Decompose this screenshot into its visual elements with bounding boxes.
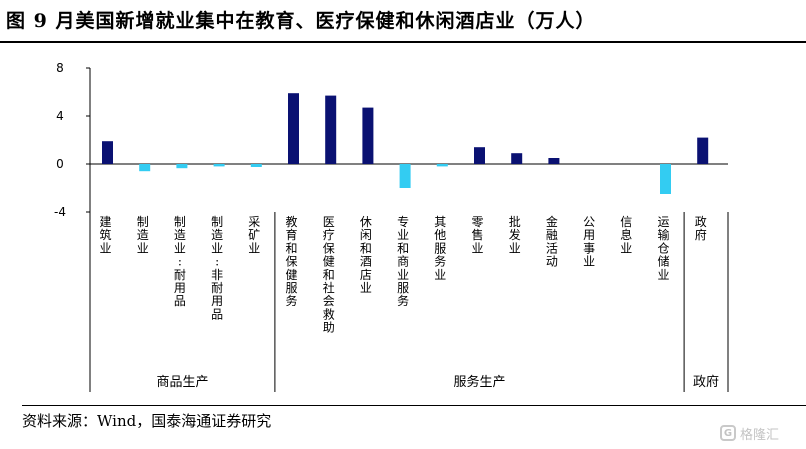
bar	[362, 107, 374, 164]
category-label: 政府	[695, 215, 707, 242]
watermark-text: 格隆汇	[740, 427, 780, 443]
category-label: 批发业	[509, 214, 521, 255]
category-label: 零售业	[471, 215, 483, 255]
bar	[288, 93, 299, 164]
category-label: 制造业	[137, 215, 149, 255]
category-label: 休闲和酒店业	[360, 215, 372, 295]
chart-labels: -4 0 4 8 建筑业 制造业 制造业:耐用品 制造业:非耐用品 采矿业 教育和保健服务 医疗保健…	[54, 61, 719, 390]
category-label: 采矿业	[248, 215, 260, 255]
category-label: 制造业:非耐用品	[211, 215, 223, 321]
bar	[102, 141, 113, 164]
bar	[399, 164, 411, 188]
y-tick-label: -4	[54, 205, 66, 219]
category-label: 其他服务业	[434, 215, 446, 282]
group-label: 服务生产	[453, 374, 505, 390]
group-label: 商品生产	[156, 375, 208, 390]
bar	[139, 164, 151, 172]
y-tick-label: 0	[56, 157, 64, 171]
bar	[511, 153, 523, 164]
chart-bars	[102, 93, 709, 194]
category-label: 专业和商业服务	[397, 214, 409, 308]
category-label: 建筑业	[99, 215, 111, 255]
bar	[697, 137, 709, 164]
category-label: 教育和保健服务	[285, 214, 297, 308]
bar	[436, 164, 448, 167]
watermark: G 格隆汇	[720, 422, 798, 444]
category-label: 医疗保健和社会救助	[323, 215, 335, 335]
bar	[176, 164, 188, 169]
category-label: 制造业:耐用品	[174, 215, 186, 308]
bar-chart: -4 0 4 8 建筑业 制造业 制造业:耐用品 制造业:非耐用品 采矿业 教育和保健服务 医疗保健…	[54, 61, 729, 392]
bar	[213, 164, 225, 167]
bar	[474, 147, 485, 164]
category-label: 信息业	[620, 215, 632, 255]
category-label: 公用事业	[583, 215, 595, 269]
source-note: 资料来源：Wind，国泰海通证券研究	[22, 412, 272, 430]
title-rule	[0, 41, 806, 43]
bar	[660, 164, 671, 194]
group-label: 政府	[693, 375, 719, 390]
y-tick-label: 8	[56, 61, 64, 75]
watermark-logo-icon: G	[720, 425, 736, 441]
category-label: 运输仓储业	[657, 215, 669, 282]
category-label: 金融活动	[546, 214, 558, 269]
bar	[548, 158, 560, 164]
source-rule	[22, 405, 806, 406]
y-tick-label: 4	[56, 109, 64, 123]
bar	[325, 95, 337, 164]
bar	[250, 164, 262, 167]
chart-title: 图 9 月美国新增就业集中在教育、医疗保健和休闲酒店业（万人）	[6, 10, 596, 32]
